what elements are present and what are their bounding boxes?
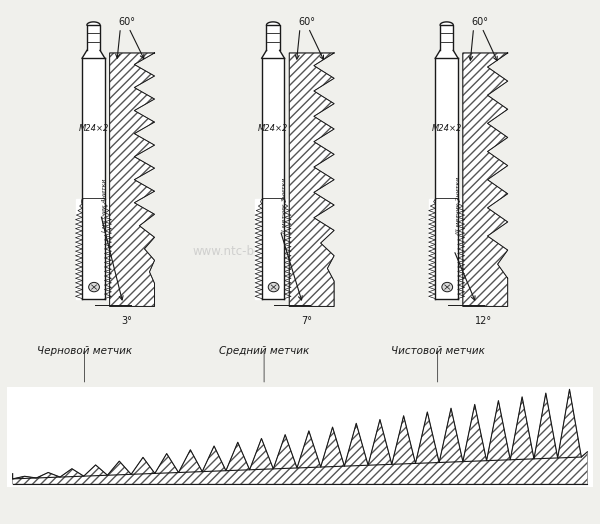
Text: М24×2: М24×2: [258, 124, 288, 133]
Text: 3°: 3°: [122, 316, 133, 326]
Text: 60°: 60°: [298, 17, 315, 27]
Text: II метчик 3нитки: II метчик 3нитки: [282, 177, 287, 233]
Text: 7°: 7°: [301, 316, 312, 326]
Polygon shape: [255, 199, 291, 299]
Polygon shape: [289, 53, 334, 307]
Polygon shape: [87, 22, 100, 25]
Text: I метчик 4нитки: I метчик 4нитки: [103, 178, 107, 232]
Polygon shape: [87, 25, 100, 50]
Text: М24×2: М24×2: [431, 124, 462, 133]
Text: Средний метчик: Средний метчик: [219, 346, 309, 356]
Polygon shape: [463, 53, 508, 307]
Polygon shape: [435, 58, 458, 199]
Text: III метчик 2нитки: III метчик 2нитки: [455, 177, 461, 234]
Text: 60°: 60°: [119, 17, 136, 27]
Polygon shape: [82, 58, 105, 199]
Polygon shape: [110, 53, 155, 307]
Polygon shape: [289, 53, 334, 307]
Text: www.ntc-bonne.com: www.ntc-bonne.com: [192, 245, 312, 258]
Text: Черновой метчик: Черновой метчик: [37, 346, 132, 356]
Polygon shape: [266, 25, 280, 50]
Polygon shape: [262, 50, 284, 58]
Polygon shape: [76, 199, 112, 299]
Polygon shape: [440, 22, 453, 25]
Polygon shape: [266, 22, 280, 25]
Polygon shape: [463, 53, 508, 307]
Text: 60°: 60°: [472, 17, 489, 27]
Text: Чистовой метчик: Чистовой метчик: [391, 346, 485, 356]
Circle shape: [442, 282, 452, 292]
Circle shape: [89, 282, 100, 292]
Polygon shape: [262, 58, 284, 199]
Text: 12°: 12°: [475, 316, 492, 326]
Polygon shape: [440, 25, 453, 50]
Polygon shape: [82, 50, 105, 58]
Text: М24×2: М24×2: [78, 124, 109, 133]
Polygon shape: [435, 50, 458, 58]
Circle shape: [268, 282, 279, 292]
Polygon shape: [110, 53, 155, 307]
Bar: [7, 387, 593, 487]
Polygon shape: [429, 199, 464, 299]
Polygon shape: [13, 389, 587, 484]
